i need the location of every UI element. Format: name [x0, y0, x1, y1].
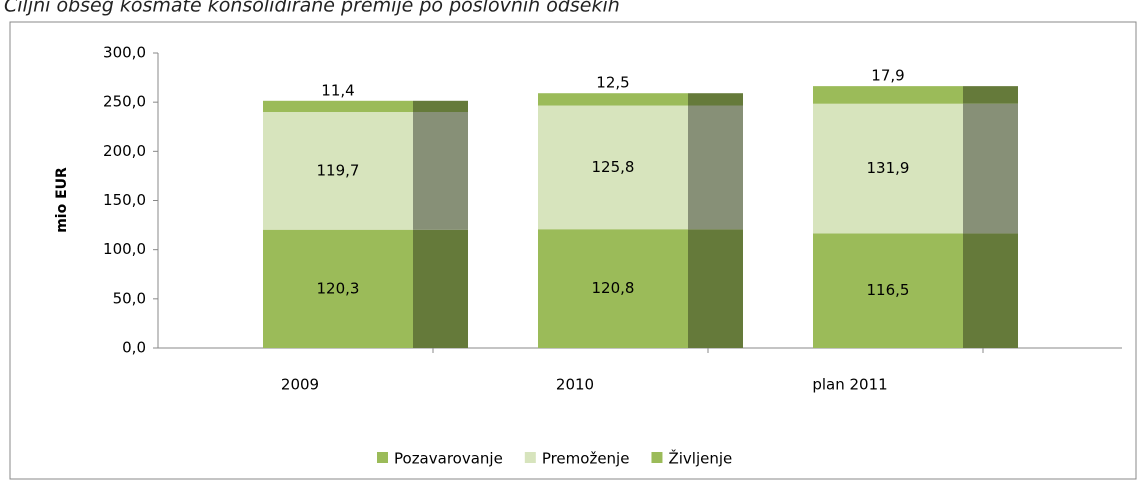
data-label: 11,4: [321, 81, 354, 99]
data-label: 116,5: [867, 281, 910, 299]
bar-side: [413, 100, 468, 112]
bar-segment: [813, 86, 963, 104]
y-tick-label: 200,0: [103, 142, 146, 160]
data-label: 17,9: [871, 67, 904, 85]
x-tick-label: 2010: [556, 376, 594, 394]
x-tick-label: 2009: [281, 376, 319, 394]
y-tick-label: 250,0: [103, 93, 146, 111]
legend-swatch: [377, 452, 388, 463]
legend-label: Premoženje: [542, 450, 630, 468]
x-tick-label: plan 2011: [812, 376, 887, 394]
bar-segment: [538, 93, 688, 106]
bar-segment: [813, 233, 963, 348]
data-label: 12,5: [596, 74, 629, 92]
bar-segment: [263, 100, 413, 112]
bar-side: [688, 93, 743, 106]
bar-segment: [263, 229, 413, 348]
bar-segment: [813, 103, 963, 234]
y-tick-label: 0,0: [122, 339, 146, 357]
bar-side: [963, 103, 1018, 234]
data-label: 120,8: [592, 279, 635, 297]
data-label: 119,7: [317, 161, 360, 179]
legend-label: Pozavarovanje: [394, 450, 503, 468]
data-label: 125,8: [592, 158, 635, 176]
legend-label: Življenje: [668, 449, 732, 468]
bar-side: [413, 112, 468, 230]
chart-title: Ciljni obseg kosmate konsolidirane premi…: [4, 0, 620, 17]
bar-side: [963, 86, 1018, 104]
y-tick-label: 50,0: [113, 289, 146, 307]
bar-segment: [538, 105, 688, 230]
y-axis-label: mio EUR: [54, 167, 70, 233]
legend-swatch: [524, 452, 536, 463]
bar-side: [963, 233, 1018, 348]
bar-side: [688, 105, 743, 230]
data-label: 120,3: [317, 279, 360, 297]
data-label: 131,9: [867, 159, 910, 177]
bar-segment: [263, 112, 413, 230]
y-tick-label: 100,0: [103, 240, 146, 258]
y-tick-label: 150,0: [103, 191, 146, 209]
bar-segment: [538, 229, 688, 348]
legend-swatch: [651, 452, 663, 463]
y-tick-label: 300,0: [103, 44, 146, 62]
bar-side: [688, 229, 743, 348]
bar-side: [413, 229, 468, 348]
